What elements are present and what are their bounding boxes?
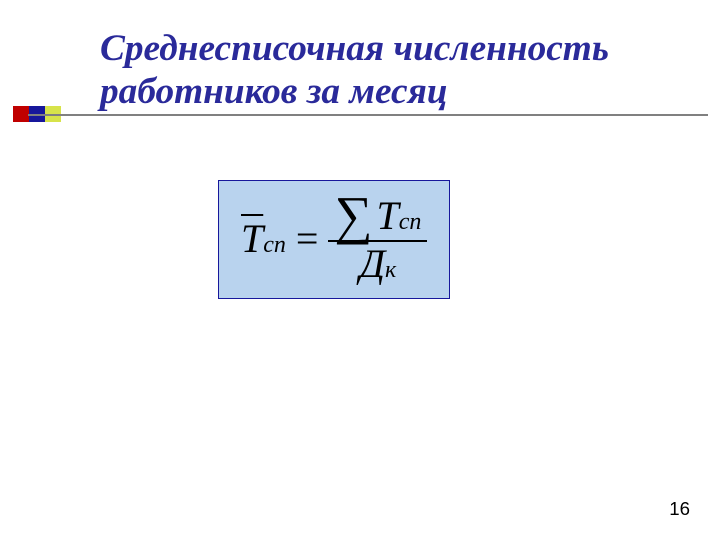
numerator-base: T xyxy=(377,196,399,236)
title-underline xyxy=(28,114,708,116)
fraction-denominator: Д к xyxy=(354,242,403,286)
formula-lhs: T сп xyxy=(241,215,286,262)
denominator-sub: к xyxy=(385,258,396,282)
fraction-numerator: ∑ T сп xyxy=(328,191,427,240)
formula: T сп = ∑ T сп Д к xyxy=(241,191,427,286)
title-line-2: работников за месяц xyxy=(100,71,660,114)
slide-title: Среднесписочная численность работников з… xyxy=(100,28,660,114)
page-number: 16 xyxy=(669,498,690,520)
equals-sign: = xyxy=(296,215,319,262)
formula-box: T сп = ∑ T сп Д к xyxy=(218,180,450,299)
denominator-base: Д xyxy=(360,244,385,284)
lhs-base: T xyxy=(241,215,263,262)
lhs-sub: сп xyxy=(263,232,286,259)
formula-rhs-fraction: ∑ T сп Д к xyxy=(328,191,427,286)
title-line-1: Среднесписочная численность xyxy=(100,28,660,71)
sigma-icon: ∑ xyxy=(334,193,372,238)
slide: Среднесписочная численность работников з… xyxy=(0,0,720,540)
numerator-sub: сп xyxy=(399,210,422,234)
accent-square-red xyxy=(13,106,29,122)
